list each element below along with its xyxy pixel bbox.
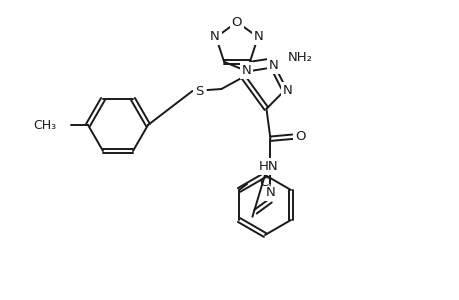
Text: O: O bbox=[295, 130, 305, 143]
Text: NH₂: NH₂ bbox=[287, 51, 312, 64]
Text: Cl: Cl bbox=[258, 176, 271, 188]
Text: N: N bbox=[265, 186, 275, 199]
Text: CH₃: CH₃ bbox=[33, 118, 56, 131]
Text: N: N bbox=[241, 64, 251, 77]
Text: N: N bbox=[282, 84, 292, 97]
Text: O: O bbox=[231, 16, 242, 28]
Text: HN: HN bbox=[258, 160, 278, 173]
Text: N: N bbox=[253, 30, 263, 43]
Text: S: S bbox=[195, 85, 203, 98]
Text: N: N bbox=[210, 30, 219, 43]
Text: N: N bbox=[269, 59, 278, 72]
